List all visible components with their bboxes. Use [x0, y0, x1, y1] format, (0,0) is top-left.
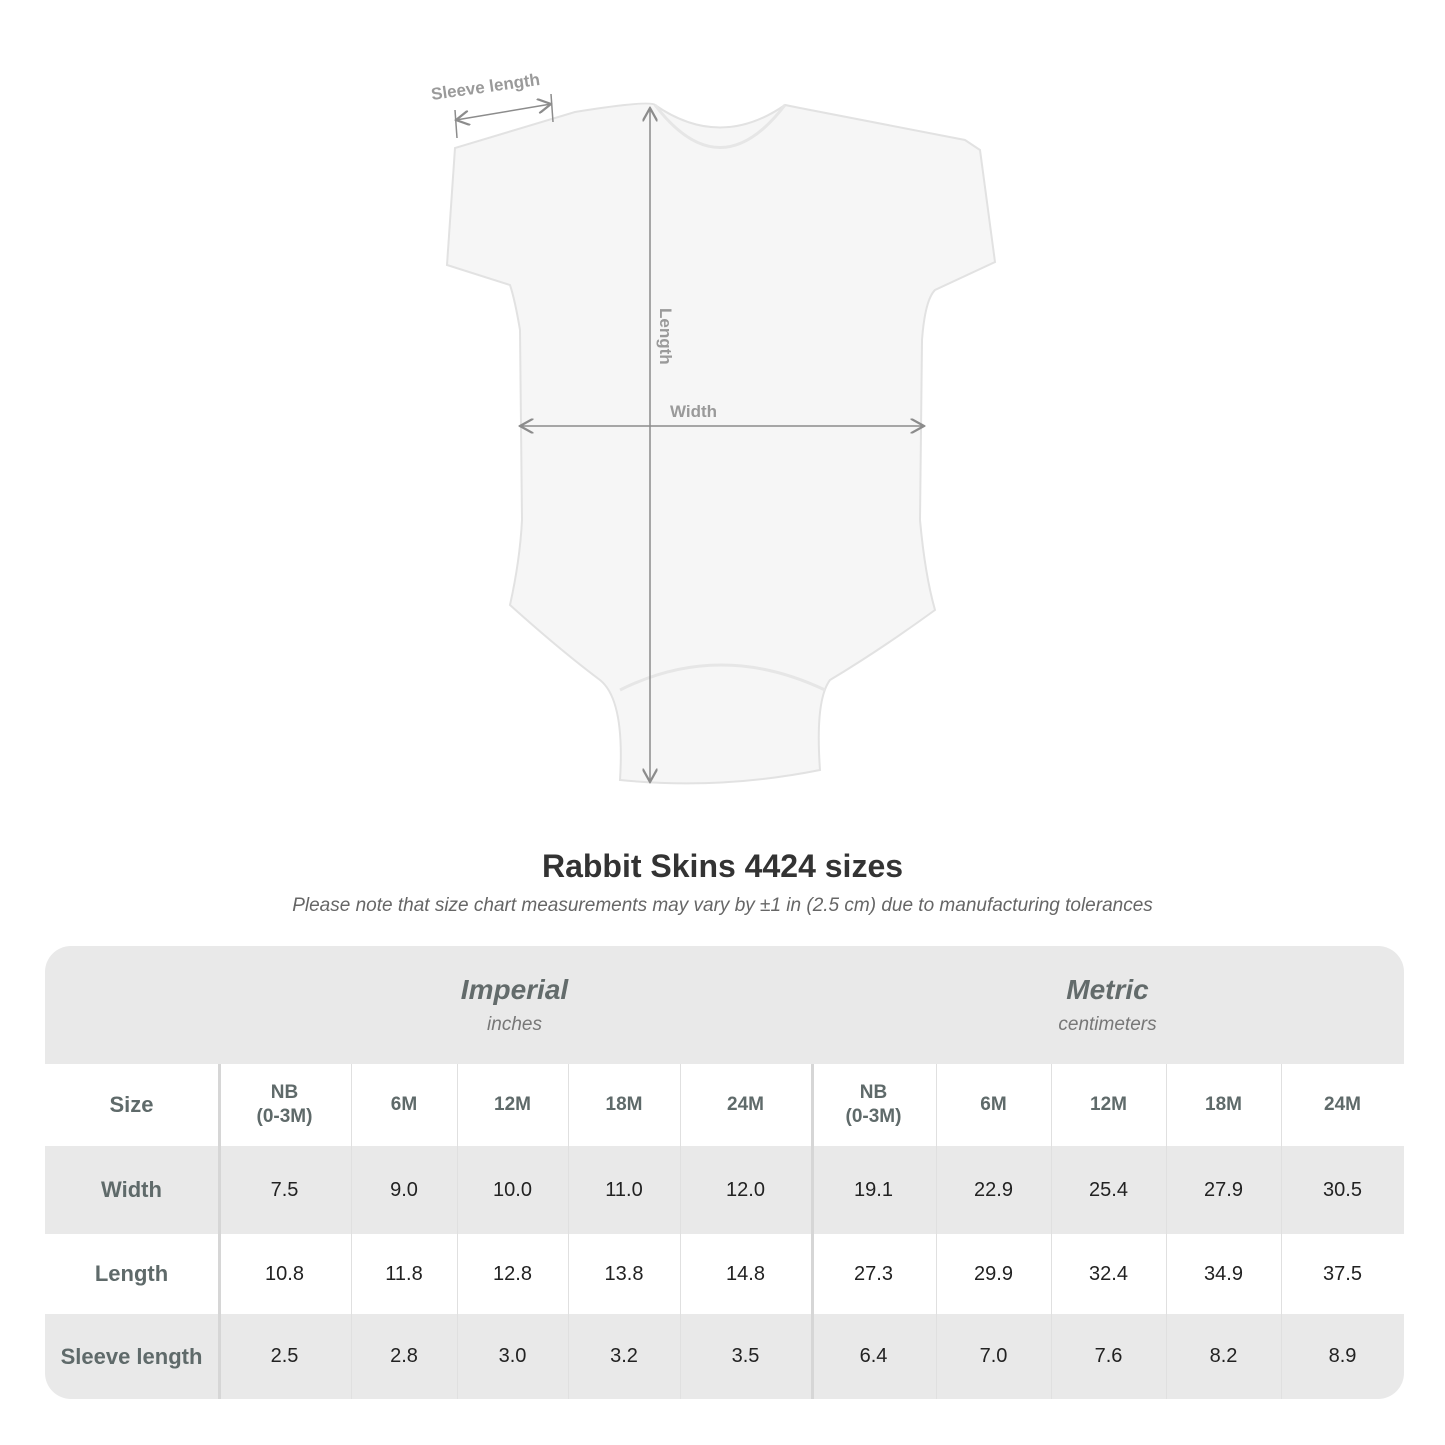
- table-cell: 11.8: [385, 1262, 423, 1285]
- column-divider: [457, 1064, 458, 1399]
- row-band-sleeve-length: [45, 1314, 1404, 1399]
- table-cell: 3.0: [498, 1345, 527, 1367]
- column-divider: [1051, 1064, 1052, 1399]
- table-cell: 14.8: [726, 1262, 765, 1285]
- size-header: 24M: [727, 1094, 764, 1115]
- row-label: Width: [101, 1177, 162, 1202]
- table-cell: 10.0: [493, 1178, 532, 1201]
- table-cell: 7.6: [1094, 1345, 1123, 1367]
- metric-title: Metric: [1066, 974, 1149, 1005]
- table-cell: 7.0: [979, 1345, 1008, 1367]
- table-cell: 37.5: [1323, 1262, 1362, 1285]
- table-cell: 9.0: [390, 1178, 418, 1201]
- header-imperial: Imperial inches: [218, 946, 811, 1064]
- size-header: 6M: [980, 1094, 1007, 1115]
- table-cell: 2.8: [390, 1345, 418, 1367]
- size-chart-title: Rabbit Skins 4424 sizes: [541, 848, 904, 884]
- column-divider: [680, 1064, 681, 1399]
- row-band-width: [45, 1146, 1404, 1234]
- table-cell: 8.2: [1209, 1345, 1238, 1367]
- column-divider: [1166, 1064, 1167, 1399]
- size-header: 12M: [494, 1094, 531, 1115]
- metric-unit: centimeters: [1058, 1014, 1157, 1035]
- length-label: Length: [656, 308, 675, 365]
- bodysuit-image: [445, 102, 997, 785]
- row-label: Sleeve length: [60, 1343, 203, 1369]
- table-cell: 25.4: [1089, 1178, 1128, 1201]
- sleeve-arrow: [456, 104, 551, 120]
- width-label: Width: [670, 402, 717, 421]
- size-header: 18M: [1205, 1094, 1242, 1115]
- column-divider: [1281, 1064, 1282, 1399]
- table-cell: 12.0: [726, 1178, 765, 1201]
- table-cell: 30.5: [1323, 1178, 1362, 1201]
- table-cell: 32.4: [1089, 1262, 1128, 1285]
- sleeve-length-label: Sleeve length: [430, 70, 541, 104]
- imperial-unit: inches: [487, 1014, 542, 1035]
- size-header: 6M: [390, 1094, 418, 1115]
- table-cell: 3.2: [610, 1345, 638, 1367]
- table-cell: 8.9: [1328, 1345, 1357, 1367]
- column-divider: [218, 1064, 221, 1399]
- table-cell: 29.9: [974, 1262, 1013, 1285]
- size-header: 12M: [1090, 1094, 1127, 1115]
- table-cell: 2.5: [270, 1345, 299, 1367]
- size-header: 18M: [605, 1094, 643, 1115]
- column-divider: [568, 1064, 569, 1399]
- size-table: Imperial inches Metric centimeters Size NB (0…: [45, 946, 1404, 1399]
- row-label: Length: [94, 1261, 169, 1286]
- table-cell: 12.8: [493, 1262, 532, 1285]
- size-header: NB (0-3M): [845, 1082, 902, 1127]
- size-label: Size: [109, 1092, 154, 1117]
- column-divider: [936, 1064, 937, 1399]
- table-cell: 6.4: [859, 1345, 888, 1367]
- imperial-title: Imperial: [460, 974, 569, 1005]
- column-divider: [351, 1064, 352, 1399]
- table-cell: 22.9: [974, 1178, 1013, 1201]
- table-cell: 27.9: [1204, 1178, 1243, 1201]
- table-cell: 27.3: [854, 1262, 893, 1285]
- table-cell: 34.9: [1204, 1262, 1243, 1285]
- table-cell: 7.5: [270, 1178, 299, 1201]
- tolerance-note: Please note that size chart measurements…: [292, 895, 1153, 916]
- size-header: 24M: [1324, 1094, 1361, 1115]
- column-divider: [811, 1064, 814, 1399]
- header-band: [45, 946, 1404, 1064]
- table-cell: 10.8: [265, 1262, 304, 1285]
- table-cell: 13.8: [604, 1262, 644, 1285]
- header-metric: Metric centimeters: [811, 946, 1404, 1064]
- table-cell: 19.1: [854, 1178, 893, 1201]
- table-cell: 3.5: [731, 1345, 760, 1367]
- bodysuit-diagram: Sleeve length Length Width: [430, 70, 997, 785]
- size-header: NB (0-3M): [256, 1082, 313, 1127]
- table-cell: 11.0: [605, 1178, 643, 1201]
